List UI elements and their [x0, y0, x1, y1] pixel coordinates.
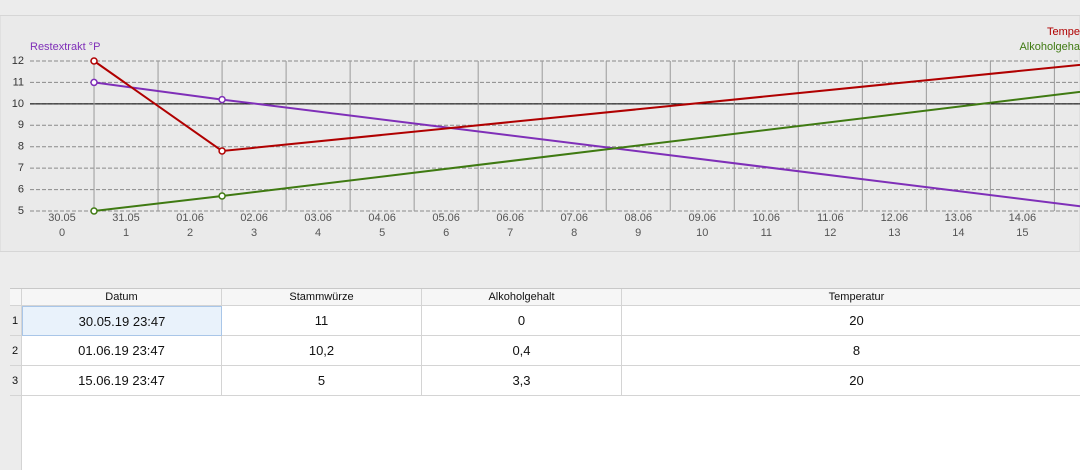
column-header: Temperatur — [622, 289, 1080, 306]
table-cell[interactable]: 8 — [622, 336, 1080, 366]
y-tick-label: 6 — [18, 183, 24, 195]
row-number: 2 — [10, 336, 22, 366]
column-header: Datum — [22, 289, 222, 306]
x-tick-label: 14.06 — [1009, 212, 1037, 224]
data-table: Datum Stammwürze Alkoholgehalt Temperatur 1 3… — [10, 288, 1080, 470]
x-tick-index: 14 — [952, 227, 964, 239]
x-tick-index: 9 — [635, 227, 641, 239]
x-tick-label: 09.06 — [688, 212, 716, 224]
x-tick-index: 13 — [888, 227, 900, 239]
x-tick-label: 11.06 — [817, 212, 844, 224]
x-tick-index: 3 — [251, 227, 257, 239]
table-cell[interactable]: 20 — [622, 366, 1080, 396]
x-tick-label: 06.06 — [496, 212, 524, 224]
x-tick-label: 10.06 — [753, 212, 781, 224]
y-tick-label: 8 — [18, 141, 24, 153]
x-tick-label: 04.06 — [368, 212, 396, 224]
y-tick-label: 7 — [18, 162, 24, 174]
corner-header — [10, 289, 22, 306]
data-point — [90, 78, 98, 87]
data-point — [218, 192, 226, 200]
x-tick-index: 1 — [123, 227, 129, 239]
x-tick-index: 0 — [59, 227, 65, 239]
data-point — [90, 207, 98, 215]
x-tick-label: 07.06 — [560, 212, 588, 224]
table-cell[interactable]: 0,4 — [422, 336, 622, 366]
data-point — [218, 95, 226, 104]
x-tick-label: 30.05 — [48, 212, 76, 224]
x-tick-index: 15 — [1016, 227, 1028, 239]
x-tick-index: 12 — [824, 227, 836, 239]
table-cell[interactable]: 5 — [222, 366, 422, 396]
table-cell[interactable]: 20 — [622, 306, 1080, 336]
data-point — [90, 57, 98, 65]
x-tick-label: 01.06 — [176, 212, 204, 224]
chart: Restextrakt °P Tempe Alkoholgeha 5678910… — [0, 0, 1080, 252]
y-tick-label: 5 — [18, 205, 24, 217]
x-tick-label: 02.06 — [240, 212, 268, 224]
y-tick-label: 11 — [13, 76, 24, 88]
x-tick-index: 6 — [443, 227, 449, 239]
row-gutter — [10, 396, 22, 470]
toolbar — [0, 0, 1080, 15]
plot-area — [90, 57, 1080, 215]
table-cell[interactable]: 15.06.19 23:47 — [22, 366, 222, 396]
x-tick-label: 12.06 — [881, 212, 909, 224]
x-tick-label: 13.06 — [945, 212, 973, 224]
table-cell[interactable]: 11 — [222, 306, 422, 336]
y-tick-label: 9 — [18, 119, 24, 131]
column-header: Stammwürze — [222, 289, 422, 306]
x-tick-index: 7 — [507, 227, 513, 239]
y-tick-label: 10 — [12, 98, 24, 110]
table-cell[interactable]: 30.05.19 23:47 — [22, 306, 222, 336]
x-tick-label: 08.06 — [624, 212, 652, 224]
x-tick-label: 05.06 — [432, 212, 460, 224]
x-tick-index: 10 — [696, 227, 708, 239]
table-cell[interactable]: 0 — [422, 306, 622, 336]
x-tick-index: 2 — [187, 227, 193, 239]
x-tick-label: 03.06 — [304, 212, 332, 224]
column-header: Alkoholgehalt — [422, 289, 622, 306]
x-tick-label: 31.05 — [112, 212, 140, 224]
x-tick-index: 5 — [379, 227, 385, 239]
row-number: 3 — [10, 366, 22, 396]
table-cell[interactable]: 10,2 — [222, 336, 422, 366]
y-tick-label: 12 — [12, 55, 24, 67]
table-cell[interactable]: 01.06.19 23:47 — [22, 336, 222, 366]
chart-panel — [0, 15, 1080, 252]
row-number: 1 — [10, 306, 22, 336]
x-tick-index: 4 — [315, 227, 321, 239]
y2-axis-label: Tempe — [1047, 26, 1080, 38]
data-point — [218, 147, 226, 155]
y3-axis-label: Alkoholgeha — [1019, 41, 1080, 53]
x-tick-index: 8 — [571, 227, 577, 239]
x-tick-index: 11 — [761, 227, 772, 239]
y-axis-label: Restextrakt °P — [30, 41, 100, 53]
table-cell[interactable]: 3,3 — [422, 366, 622, 396]
